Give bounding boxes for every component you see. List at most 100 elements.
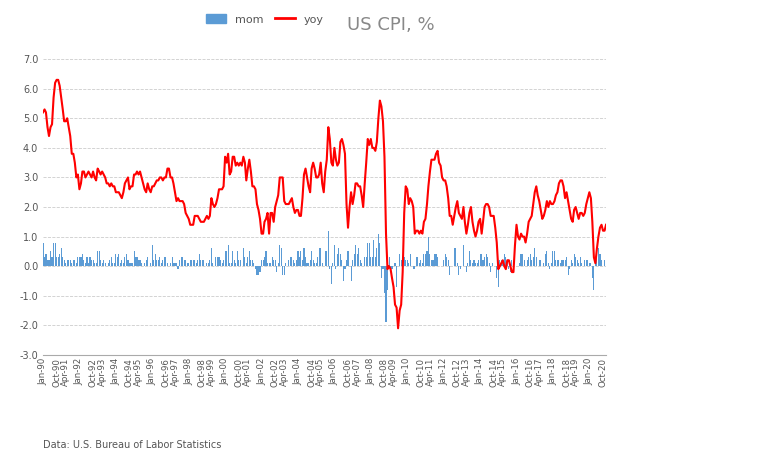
Bar bbox=[343, 266, 344, 281]
Bar bbox=[508, 266, 509, 269]
Bar bbox=[557, 260, 558, 266]
Bar bbox=[526, 260, 528, 266]
Bar bbox=[167, 263, 168, 266]
Bar bbox=[87, 258, 88, 266]
Bar bbox=[176, 263, 177, 266]
Bar bbox=[505, 258, 507, 266]
Bar bbox=[105, 263, 106, 266]
Bar bbox=[226, 251, 228, 266]
Bar bbox=[50, 251, 51, 266]
Bar bbox=[378, 234, 379, 266]
Bar bbox=[589, 263, 590, 266]
Bar bbox=[523, 260, 525, 266]
Bar bbox=[360, 260, 361, 266]
Bar bbox=[77, 258, 78, 266]
Bar bbox=[472, 263, 473, 266]
Bar bbox=[390, 266, 391, 269]
Bar bbox=[88, 263, 89, 266]
Bar bbox=[185, 260, 186, 266]
Bar bbox=[534, 248, 536, 266]
Bar bbox=[153, 260, 154, 266]
Bar bbox=[199, 254, 200, 266]
Bar bbox=[215, 258, 217, 266]
Bar bbox=[290, 258, 291, 266]
Bar bbox=[410, 254, 411, 266]
Bar bbox=[188, 263, 189, 266]
Bar bbox=[147, 258, 149, 266]
Bar bbox=[68, 260, 70, 266]
Bar bbox=[400, 260, 402, 266]
Bar bbox=[150, 263, 151, 266]
Bar bbox=[543, 263, 544, 266]
Bar bbox=[124, 258, 125, 266]
Bar bbox=[504, 254, 505, 266]
Bar bbox=[300, 251, 302, 266]
Bar bbox=[285, 263, 286, 266]
Bar bbox=[528, 258, 529, 266]
Bar bbox=[196, 263, 197, 266]
Bar bbox=[569, 266, 570, 269]
Bar bbox=[200, 260, 202, 266]
Bar bbox=[604, 260, 605, 266]
Bar bbox=[317, 258, 318, 266]
Bar bbox=[249, 251, 250, 266]
Bar bbox=[85, 263, 86, 266]
Bar bbox=[498, 266, 499, 287]
Bar bbox=[484, 258, 485, 266]
Bar bbox=[127, 260, 128, 266]
Bar bbox=[308, 263, 309, 266]
Bar bbox=[74, 260, 75, 266]
Bar bbox=[340, 254, 341, 266]
Bar bbox=[208, 263, 209, 266]
Bar bbox=[478, 260, 479, 266]
Bar bbox=[449, 266, 450, 275]
Bar bbox=[425, 254, 426, 266]
Bar bbox=[563, 260, 564, 266]
Bar bbox=[460, 266, 461, 269]
Bar bbox=[123, 263, 124, 266]
Bar bbox=[492, 263, 493, 266]
Bar bbox=[600, 254, 601, 266]
Bar bbox=[329, 266, 330, 269]
Bar bbox=[44, 258, 45, 266]
Bar bbox=[302, 260, 303, 266]
Bar bbox=[392, 266, 393, 269]
Bar bbox=[270, 263, 271, 266]
Bar bbox=[370, 258, 371, 266]
Bar bbox=[561, 260, 562, 266]
Bar bbox=[120, 263, 121, 266]
Bar bbox=[274, 260, 276, 266]
Bar bbox=[138, 260, 139, 266]
Bar bbox=[56, 258, 57, 266]
Bar bbox=[575, 258, 576, 266]
Bar bbox=[352, 260, 353, 266]
Bar bbox=[99, 251, 100, 266]
Bar bbox=[255, 266, 256, 269]
Bar bbox=[331, 266, 332, 284]
Bar bbox=[206, 263, 207, 266]
Bar bbox=[358, 248, 359, 266]
Bar bbox=[431, 260, 432, 266]
Bar bbox=[264, 258, 265, 266]
Bar bbox=[155, 254, 156, 266]
Bar bbox=[437, 258, 438, 266]
Bar bbox=[347, 251, 349, 266]
Bar bbox=[513, 266, 514, 269]
Bar bbox=[240, 260, 241, 266]
Bar bbox=[375, 258, 376, 266]
Bar bbox=[237, 251, 238, 266]
Bar bbox=[554, 251, 555, 266]
Bar bbox=[473, 260, 475, 266]
Bar bbox=[282, 266, 283, 275]
Bar bbox=[224, 251, 226, 266]
Bar bbox=[487, 258, 488, 266]
Bar bbox=[229, 263, 230, 266]
Bar bbox=[187, 263, 188, 266]
Bar bbox=[555, 260, 557, 266]
Bar bbox=[174, 263, 175, 266]
Bar bbox=[66, 260, 68, 266]
Bar bbox=[458, 266, 459, 275]
Bar bbox=[55, 243, 56, 266]
Bar bbox=[384, 266, 385, 293]
Bar bbox=[334, 246, 335, 266]
